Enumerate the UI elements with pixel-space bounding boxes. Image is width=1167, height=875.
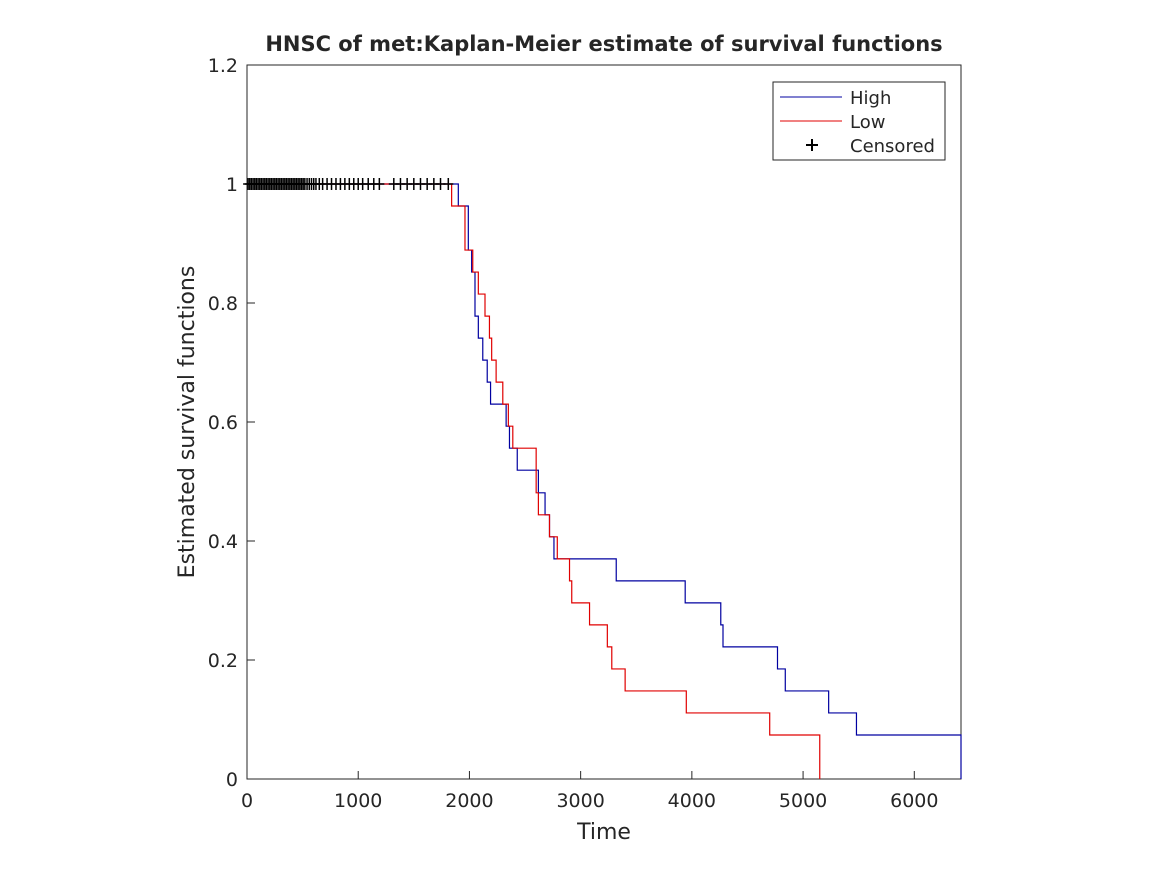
y-tick-label: 1.2 [208,55,238,77]
x-axis: 0 1000 2000 3000 4000 5000 6000 [241,771,938,812]
x-axis-title: Time [576,820,631,845]
legend-swatch-censored [806,139,818,151]
y-axis-title: Estimated survival functions [175,266,200,579]
series-layer [247,183,962,779]
legend-label-low: Low [850,112,885,133]
y-tick-label: 0.2 [208,650,238,672]
y-tick-label: 0.8 [208,293,238,315]
x-tick-label: 5000 [779,790,827,812]
censored-marker [374,178,385,190]
y-tick-label: 0.4 [208,531,238,553]
axes-box [246,64,962,780]
x-tick-label: 6000 [890,790,938,812]
x-tick-label: 3000 [556,790,604,812]
x-tick-label: 2000 [445,790,493,812]
y-tick-label: 0 [226,769,238,791]
censored-marker [443,178,454,190]
x-tick-label: 1000 [334,790,382,812]
chart-title: HNSC of met:Kaplan-Meier estimate of sur… [265,32,942,56]
x-tick-label: 0 [241,790,253,812]
series-line-high [247,183,962,779]
y-tick-label: 1 [226,174,238,196]
y-tick-label: 0.6 [208,412,238,434]
legend-label-high: High [850,88,891,109]
x-tick-label: 4000 [668,790,716,812]
censored-markers [243,178,454,190]
plot-area [246,64,962,780]
series-line-low [247,183,821,779]
legend: High Low Censored [772,81,946,161]
legend-label-censored: Censored [850,136,935,157]
y-axis: 0 0.2 0.4 0.6 0.8 1 1.2 [208,55,255,791]
